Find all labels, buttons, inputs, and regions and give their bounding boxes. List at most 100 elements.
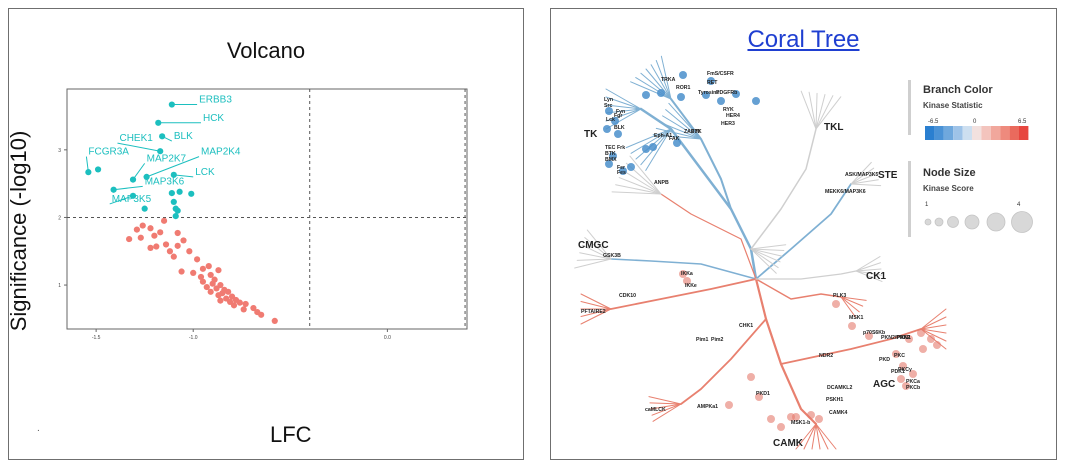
data-point-nonsignificant <box>215 267 222 274</box>
tree-branch <box>580 308 612 317</box>
kinase-node-red <box>892 350 900 358</box>
y-axis-label: Significance (-log10) <box>6 130 31 332</box>
kinase-node-red <box>777 423 785 431</box>
colorbar-swatch <box>990 126 1001 140</box>
data-point-nonsignificant <box>215 292 222 299</box>
legend-tick-max: 6.5 <box>1018 119 1027 125</box>
tree-branch <box>850 179 879 185</box>
kinase-node-red <box>899 362 907 370</box>
y-tick-label: 2 <box>58 215 61 221</box>
kinase-node-red <box>807 411 815 419</box>
kinase-label: Fes <box>617 170 626 176</box>
data-point-significant <box>141 205 148 212</box>
kinase-node-blue <box>752 97 760 105</box>
kinase-label: PKCa <box>906 379 920 385</box>
tree-branch <box>855 270 883 282</box>
data-point-nonsignificant <box>178 268 185 275</box>
coral-tree-panel: Coral Tree TRKA ROR1 FmS/CSFR RET Tyrosine PD… <box>550 8 1057 460</box>
kinase-label: PKC <box>894 353 905 359</box>
kinase-node-red <box>902 382 910 390</box>
tree-branch <box>645 68 672 100</box>
tree-branch <box>648 396 682 405</box>
tree-branch <box>815 92 818 130</box>
tree-branch <box>580 293 612 310</box>
kinase-label: FmS/CSFR <box>707 71 734 77</box>
legend-tick-min: -6.5 <box>928 119 939 125</box>
kinase-node-red <box>815 415 823 423</box>
tree-branch <box>815 423 821 450</box>
kinase-node-red <box>747 373 755 381</box>
volcano-title: Volcano <box>226 38 306 63</box>
data-point-labeled <box>129 176 137 183</box>
kinase-label: RYK <box>723 107 734 113</box>
kinase-label: PKN1 <box>897 335 911 341</box>
tree-branch <box>920 328 947 342</box>
kinase-node-blue <box>657 89 665 97</box>
tree-branch <box>800 90 817 130</box>
kinase-label: Lck <box>606 117 615 123</box>
x-tick-label: -1.5 <box>92 335 101 341</box>
kinase-group-label: CAMK <box>773 438 804 449</box>
kinase-label: PKN2/PRK2 <box>881 335 910 341</box>
tree-branch <box>750 248 781 263</box>
tree-branch <box>855 256 881 272</box>
kinase-group-label: CK1 <box>866 271 886 282</box>
kinase-label: HER3 <box>721 121 735 127</box>
tree-branch <box>815 94 826 130</box>
kinase-label: TRKA <box>661 77 676 83</box>
data-point-nonsignificant <box>133 226 141 233</box>
legend-size-tick-min: 1 <box>925 202 929 208</box>
colorbar-swatch <box>1000 126 1010 140</box>
tree-branch <box>755 278 842 300</box>
x-axis-label: LFC <box>270 422 312 447</box>
legend-tick-zero: 0 <box>973 119 977 125</box>
kinase-node-blue <box>609 152 617 160</box>
tree-branch <box>611 191 662 195</box>
tree-branch <box>795 423 817 450</box>
kinase-label: Pim1 <box>696 337 709 343</box>
volcano-panel: Volcano -1.5 -1.0 0.0 1 2 3 ERBB3 HCK BLK CHEK1 MA… <box>6 8 524 460</box>
kinase-label: PKCy <box>898 367 912 373</box>
kinase-label: PDK1 <box>891 369 905 375</box>
tree-branch <box>920 316 947 330</box>
kinase-node-red <box>755 393 763 401</box>
legend-node-size-subtitle: Kinase Score <box>923 184 974 193</box>
kinase-node-blue <box>627 163 635 171</box>
kinase-label: IKKe <box>685 283 697 289</box>
kinase-node-red <box>897 375 905 383</box>
kinase-label: CAMK4 <box>829 410 848 416</box>
tree-branch <box>755 270 857 280</box>
tree-branch <box>855 268 882 272</box>
kinase-node-red <box>927 335 935 343</box>
data-point-nonsignificant <box>203 283 210 291</box>
tree-branch <box>660 55 672 100</box>
label-leader-line <box>117 142 161 152</box>
data-point-nonsignificant <box>147 244 154 251</box>
kinase-label: Fer <box>617 165 625 171</box>
tree-branch <box>850 167 875 185</box>
kinase-label: Lyn <box>604 97 613 103</box>
kinase-label: caMLCK <box>645 407 666 413</box>
kinase-label: HER4 <box>726 113 740 119</box>
tree-branch <box>840 296 860 313</box>
kinase-group-label: STE <box>878 170 898 181</box>
kinase-label: CDK10 <box>619 293 636 299</box>
data-point-nonsignificant <box>217 297 224 304</box>
legend-branch-color-subtitle: Kinase Statistic <box>923 101 983 110</box>
size-circle <box>964 214 980 230</box>
data-point-labeled <box>85 169 92 176</box>
kinase-label: CHK1 <box>739 323 753 329</box>
tree-branch <box>639 107 758 281</box>
tree-branch <box>586 229 612 260</box>
kinase-label: MSK1-b <box>791 420 810 426</box>
tree-branch <box>680 318 767 405</box>
tree-branch <box>803 423 817 450</box>
kinase-node-red <box>919 345 927 353</box>
colorbar-swatch <box>962 126 972 140</box>
tree-branch <box>629 155 662 195</box>
coral-tree-link[interactable]: Coral Tree <box>747 26 860 53</box>
tree-branch <box>840 296 857 319</box>
colorbar-swatch <box>972 126 982 140</box>
tree-branch <box>605 108 642 130</box>
data-point-nonsignificant <box>205 263 212 270</box>
